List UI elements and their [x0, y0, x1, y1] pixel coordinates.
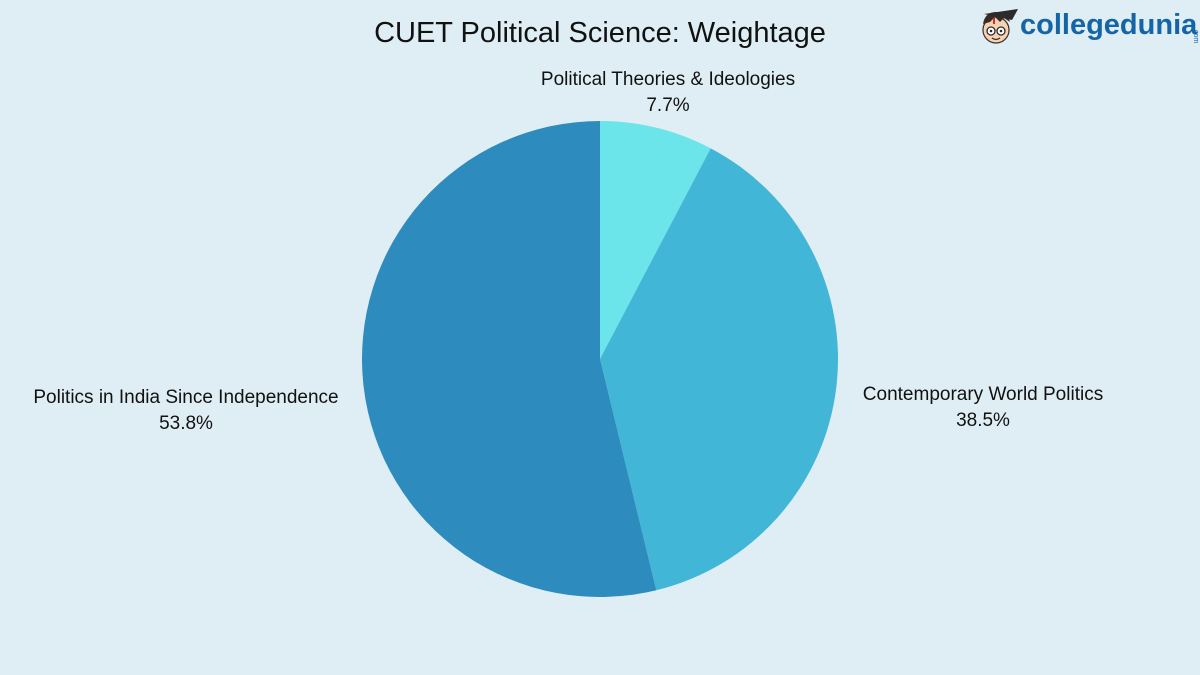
- logo-text: collegedunia: [1020, 9, 1198, 41]
- pie-slices: [362, 120, 838, 597]
- slice-label: Contemporary World Politics: [863, 384, 1103, 405]
- pie-labels: Political Theories & Ideologies 7.7% Conte…: [33, 69, 1103, 434]
- chart-title: CUET Political Science: Weightage: [374, 17, 826, 49]
- slice-value-label: 7.7%: [646, 95, 689, 116]
- collegedunia-logo: collegedunia .com: [982, 9, 1199, 44]
- slice-label: Politics in India Since Independence: [33, 387, 338, 408]
- slice-value-label: 38.5%: [956, 410, 1010, 431]
- slice-label: Political Theories & Ideologies: [541, 69, 795, 90]
- mascot-icon: [982, 9, 1018, 44]
- pie-slice: [362, 120, 657, 597]
- pie-slice: [600, 148, 838, 591]
- slice-value-label: 53.8%: [159, 413, 213, 434]
- pie-slice: [600, 121, 711, 359]
- logo-suffix: .com: [1192, 28, 1199, 43]
